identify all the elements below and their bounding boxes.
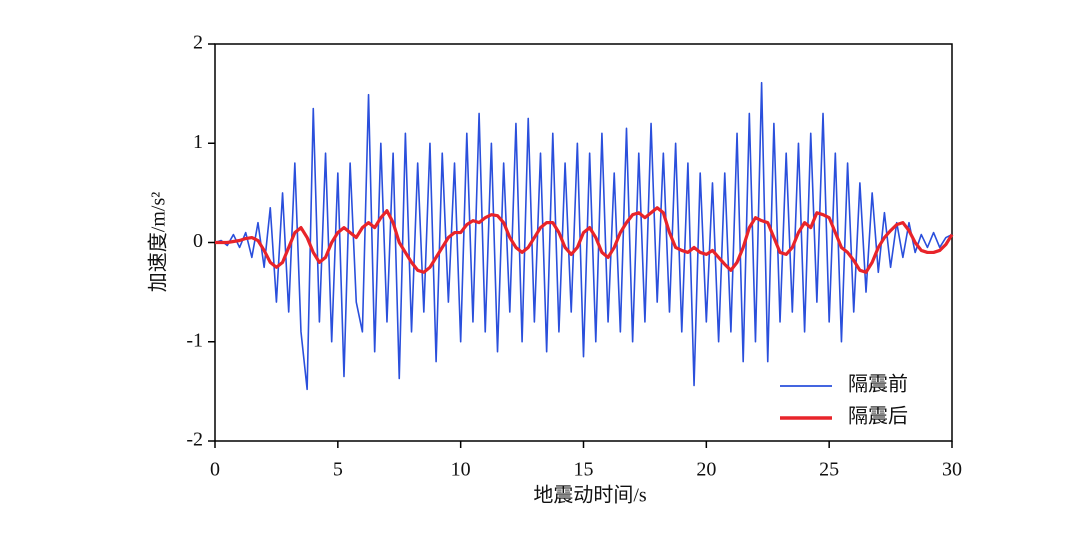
y-tick-label: 2 (193, 32, 203, 54)
x-tick-label: 10 (451, 459, 471, 481)
x-tick-label: 30 (942, 459, 962, 481)
x-tick-label: 0 (210, 459, 220, 481)
legend-label: 隔震后 (848, 405, 908, 428)
x-tick-label: 15 (574, 459, 594, 481)
legend-label: 隔震前 (848, 373, 908, 396)
y-tick-label: -2 (186, 429, 203, 451)
y-axis-label: 加速度/m/s² (147, 192, 170, 292)
y-tick-label: 0 (193, 230, 203, 252)
y-tick-label: -1 (186, 329, 203, 351)
series-line (214, 81, 953, 391)
x-axis-label: 地震动时间/s (533, 484, 647, 507)
plot-frame (214, 43, 953, 442)
x-tick-label: 25 (819, 459, 839, 481)
x-tick-label: 20 (696, 459, 716, 481)
y-tick-label: 1 (193, 131, 203, 153)
series-line (215, 206, 954, 274)
x-tick-label: 5 (333, 459, 343, 481)
